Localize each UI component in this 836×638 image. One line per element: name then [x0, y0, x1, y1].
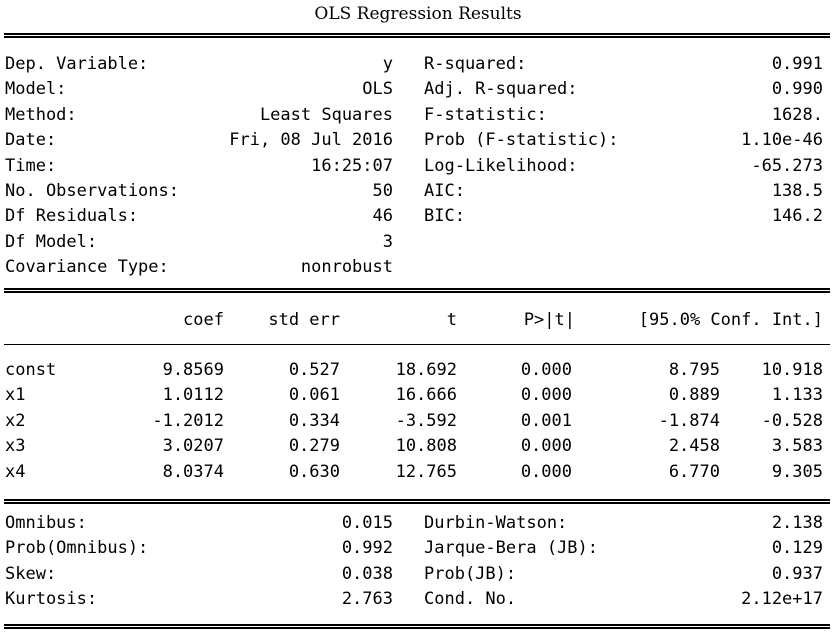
coef-cell-std-err: 0.527: [288, 360, 340, 380]
summary-left-label: Time:: [5, 155, 57, 176]
summary-left-label: Date:: [5, 130, 57, 151]
summary-left-label: No. Observations:: [5, 181, 179, 201]
diagnostic-right-value: 0.129: [771, 538, 823, 559]
coef-header-rule: [4, 344, 830, 345]
diagnostic-left-value: 0.038: [341, 563, 393, 584]
summary-left-value: 46: [372, 206, 393, 227]
summary-left-value: OLS: [362, 79, 393, 100]
summary-right-label: Adj. R-squared:: [424, 79, 578, 100]
coef-cell-p: 0.001: [520, 410, 572, 431]
summary-right-label: AIC:: [424, 181, 465, 201]
coef-column-header: [95.0% Conf. Int.]: [638, 310, 823, 330]
coef-cell-ci-low: 0.889: [668, 385, 720, 406]
coef-cell-coef: 9.8569: [162, 360, 224, 380]
summary-right-value: 146.2: [771, 206, 823, 227]
summary-left-label: Method:: [5, 104, 77, 125]
coef-cell-t: 16.666: [395, 385, 457, 406]
coef-cell-coef: 1.0112: [162, 385, 224, 406]
coef-cell-std-err: 0.279: [288, 436, 340, 457]
summary-left-value: 3: [382, 231, 393, 252]
coef-cell-coef: -1.2012: [152, 410, 224, 431]
coef-cell-std-err: 0.630: [288, 461, 340, 482]
diagnostic-left-label: Prob(Omnibus):: [5, 538, 149, 559]
coef-column-header: std err: [268, 310, 340, 330]
summary-right-value: 0.991: [771, 54, 823, 74]
coef-row-name: const: [5, 360, 57, 380]
diagnostic-right-label: Durbin-Watson:: [424, 513, 568, 533]
summary-right-value: 0.990: [771, 79, 823, 100]
summary-left-label: Model:: [5, 79, 67, 100]
summary-left-label: Covariance Type:: [5, 257, 169, 278]
diagnostic-right-value: 0.937: [771, 563, 823, 584]
diagnostic-right-label: Jarque-Bera (JB):: [424, 538, 598, 559]
diagnostic-left-value: 2.763: [341, 589, 393, 610]
coef-row-name: x3: [5, 436, 26, 457]
coef-cell-ci-low: 2.458: [668, 436, 720, 457]
summary-right-label: BIC:: [424, 206, 465, 227]
coef-column-header: t: [446, 310, 457, 330]
coef-cell-coef: 8.0374: [162, 461, 224, 482]
coef-row-name: x4: [5, 461, 26, 482]
summary-left-value: y: [382, 54, 393, 74]
summary-left-label: Dep. Variable:: [5, 54, 149, 74]
coef-row-name: x2: [5, 410, 26, 431]
coef-cell-ci-high: 1.133: [771, 385, 823, 406]
coef-cell-ci-high: 10.918: [761, 360, 823, 380]
diagnostic-right-value: 2.12e+17: [741, 589, 823, 610]
coef-column-header: coef: [183, 310, 224, 330]
coef-cell-t: 12.765: [395, 461, 457, 482]
coef-double-rule: [4, 499, 830, 504]
coef-cell-t: -3.592: [395, 410, 457, 431]
summary-right-label: Prob (F-statistic):: [424, 130, 619, 151]
coef-cell-std-err: 0.334: [288, 410, 340, 431]
diagnostic-left-label: Skew:: [5, 563, 57, 584]
summary-right-value: -65.273: [751, 155, 823, 176]
diagnostic-left-label: Kurtosis:: [5, 589, 98, 610]
coef-column-header: P>|t|: [523, 310, 575, 330]
coef-cell-std-err: 0.061: [288, 385, 340, 406]
coef-cell-p: 0.000: [520, 461, 572, 482]
coef-cell-ci-high: 3.583: [771, 436, 823, 457]
summary-left-value: nonrobust: [300, 257, 393, 278]
coef-row-name: x1: [5, 385, 26, 406]
coef-cell-ci-high: -0.528: [761, 410, 823, 431]
summary-right-label: Log-Likelihood:: [424, 155, 578, 176]
diagnostic-left-value: 0.992: [341, 538, 393, 559]
coef-cell-p: 0.000: [520, 360, 572, 380]
summary-left-label: Df Model:: [5, 231, 98, 252]
summary-left-value: Least Squares: [259, 104, 393, 125]
diagnostic-right-label: Prob(JB):: [424, 563, 517, 584]
diagnostic-right-label: Cond. No.: [424, 589, 517, 610]
coef-cell-p: 0.000: [520, 436, 572, 457]
summary-left-value: Fri, 08 Jul 2016: [229, 130, 393, 151]
coef-cell-ci-high: 9.305: [771, 461, 823, 482]
summary-left-value: 50: [372, 181, 393, 201]
top-double-rule: [4, 33, 830, 38]
summary-right-value: 138.5: [771, 181, 823, 201]
coef-cell-t: 10.808: [395, 436, 457, 457]
coef-cell-ci-low: 8.795: [668, 360, 720, 380]
bottom-double-rule: [4, 624, 830, 629]
summary-right-label: F-statistic:: [424, 104, 547, 125]
coef-cell-ci-low: 6.770: [668, 461, 720, 482]
diagnostic-right-value: 2.138: [771, 513, 823, 533]
summary-double-rule: [4, 288, 830, 293]
summary-right-value: 1.10e-46: [741, 130, 823, 151]
coef-cell-t: 18.692: [395, 360, 457, 380]
coef-cell-coef: 3.0207: [162, 436, 224, 457]
summary-right-value: 1628.: [771, 104, 823, 125]
summary-right-label: R-squared:: [424, 54, 527, 74]
coef-cell-p: 0.000: [520, 385, 572, 406]
summary-left-value: 16:25:07: [311, 155, 393, 176]
coef-cell-ci-low: -1.874: [658, 410, 720, 431]
diagnostic-left-value: 0.015: [341, 513, 393, 533]
table-title: OLS Regression Results: [314, 4, 522, 24]
summary-left-label: Df Residuals:: [5, 206, 139, 227]
diagnostic-left-label: Omnibus:: [5, 513, 87, 533]
